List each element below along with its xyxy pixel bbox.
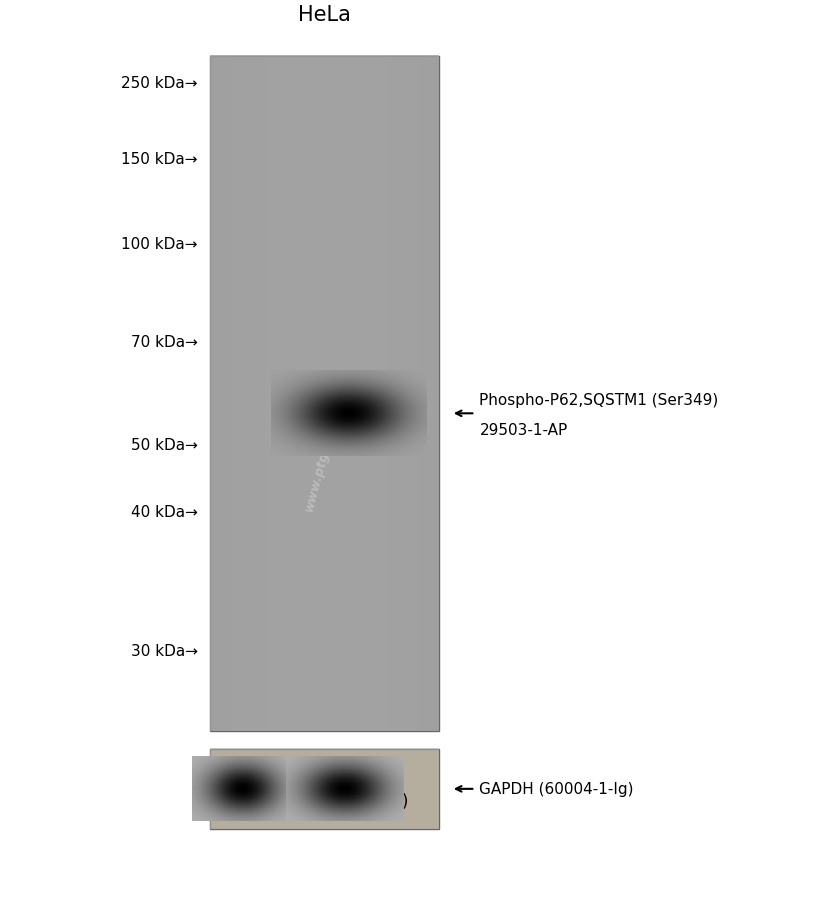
Text: 30 kDa→: 30 kDa→ [130,643,197,658]
Bar [210,749,438,829]
Text: -: - [239,762,246,780]
Text: 70 kDa→: 70 kDa→ [130,335,197,350]
Text: www.ptglab.com: www.ptglab.com [302,395,346,512]
Text: 50 kDa→: 50 kDa→ [130,437,197,453]
Text: GAPDH (60004-1-Ig): GAPDH (60004-1-Ig) [479,781,633,796]
Text: HeLa: HeLa [297,5,351,25]
Text: Phospho-P62,SQSTM1 (Ser349): Phospho-P62,SQSTM1 (Ser349) [479,393,717,408]
Text: 250 kDa→: 250 kDa→ [121,76,197,91]
Text: MG132 (10μM,12h): MG132 (10μM,12h) [248,792,408,810]
Text: 100 kDa→: 100 kDa→ [121,236,197,252]
Text: 29503-1-AP: 29503-1-AP [479,422,567,437]
Bar [210,57,438,731]
Text: 150 kDa→: 150 kDa→ [121,152,197,167]
Text: +: + [341,762,355,780]
Text: 40 kDa→: 40 kDa→ [130,504,197,520]
